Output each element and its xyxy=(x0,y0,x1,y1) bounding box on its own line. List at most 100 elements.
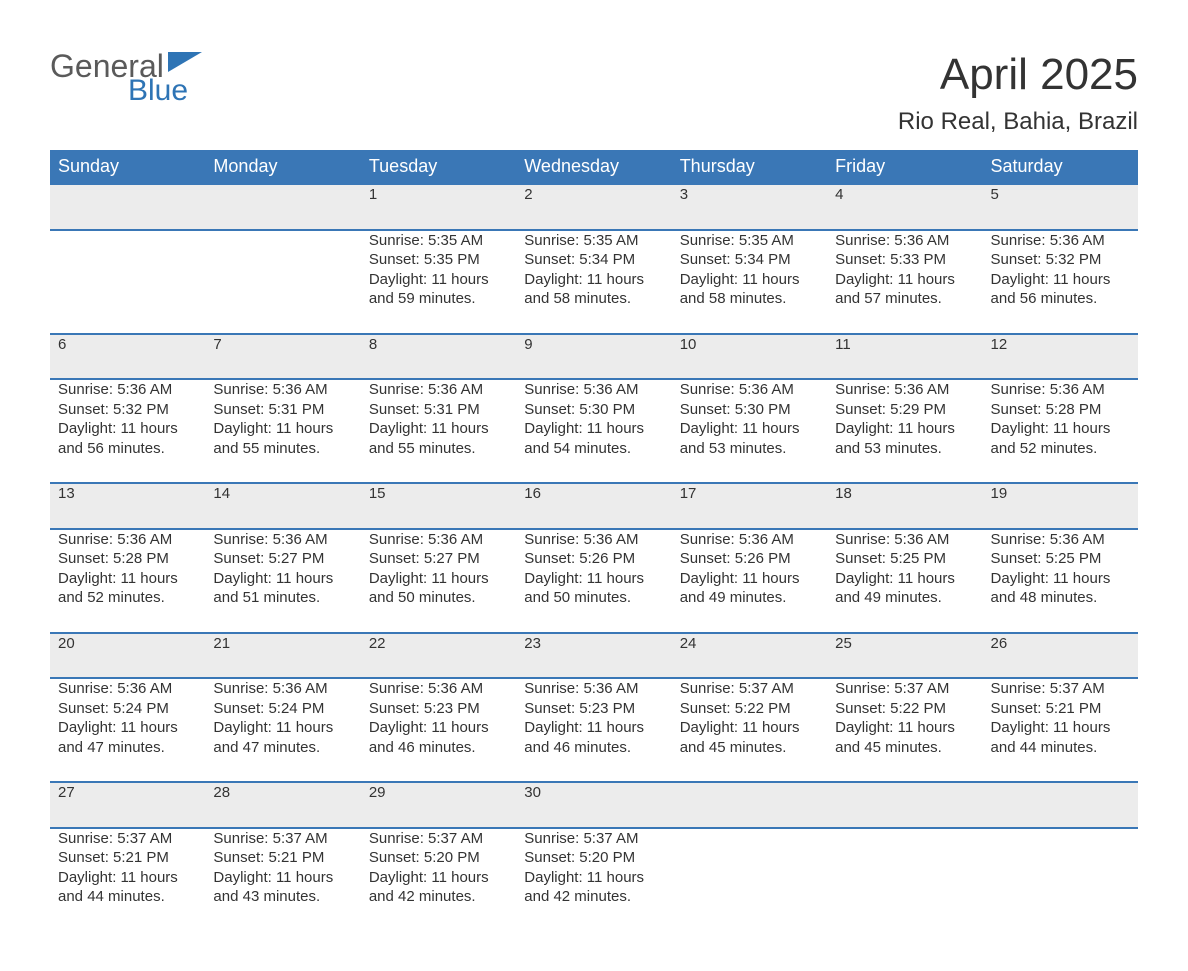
day-line-d1: Daylight: 11 hours xyxy=(680,419,819,439)
day-line-sr: Sunrise: 5:36 AM xyxy=(991,530,1130,550)
day-details-cell xyxy=(50,230,205,334)
day-number-cell: 20 xyxy=(50,633,205,679)
day-line-d2: and 55 minutes. xyxy=(213,439,352,459)
day-line-d1: Daylight: 11 hours xyxy=(369,270,508,290)
day-number-cell: 3 xyxy=(672,184,827,230)
day-line-d2: and 54 minutes. xyxy=(524,439,663,459)
day-line-sr: Sunrise: 5:36 AM xyxy=(213,380,352,400)
day-details-cell: Sunrise: 5:36 AMSunset: 5:32 PMDaylight:… xyxy=(983,230,1138,334)
page-title: April 2025 xyxy=(898,50,1138,100)
day-details-cell: Sunrise: 5:36 AMSunset: 5:27 PMDaylight:… xyxy=(361,529,516,633)
day-line-d1: Daylight: 11 hours xyxy=(991,718,1130,738)
day-line-ss: Sunset: 5:20 PM xyxy=(524,848,663,868)
day-details-cell: Sunrise: 5:36 AMSunset: 5:28 PMDaylight:… xyxy=(983,379,1138,483)
day-line-d2: and 52 minutes. xyxy=(58,588,197,608)
day-line-d2: and 45 minutes. xyxy=(680,738,819,758)
day-number-cell: 16 xyxy=(516,483,671,529)
week-number-row: 27282930 xyxy=(50,782,1138,828)
day-number-cell: 5 xyxy=(983,184,1138,230)
day-line-sr: Sunrise: 5:36 AM xyxy=(369,679,508,699)
day-number-cell: 4 xyxy=(827,184,982,230)
day-number-cell: 22 xyxy=(361,633,516,679)
calendar-head: SundayMondayTuesdayWednesdayThursdayFrid… xyxy=(50,150,1138,184)
day-line-sr: Sunrise: 5:36 AM xyxy=(835,530,974,550)
day-number-cell xyxy=(50,184,205,230)
day-line-d1: Daylight: 11 hours xyxy=(58,868,197,888)
day-number-cell: 15 xyxy=(361,483,516,529)
day-line-ss: Sunset: 5:31 PM xyxy=(369,400,508,420)
day-details-cell: Sunrise: 5:36 AMSunset: 5:24 PMDaylight:… xyxy=(50,678,205,782)
day-line-d2: and 56 minutes. xyxy=(991,289,1130,309)
day-line-ss: Sunset: 5:23 PM xyxy=(369,699,508,719)
day-details-cell: Sunrise: 5:37 AMSunset: 5:21 PMDaylight:… xyxy=(205,828,360,931)
day-line-ss: Sunset: 5:24 PM xyxy=(213,699,352,719)
day-details-cell: Sunrise: 5:36 AMSunset: 5:30 PMDaylight:… xyxy=(672,379,827,483)
day-details-cell: Sunrise: 5:36 AMSunset: 5:30 PMDaylight:… xyxy=(516,379,671,483)
day-line-d2: and 55 minutes. xyxy=(369,439,508,459)
day-line-ss: Sunset: 5:35 PM xyxy=(369,250,508,270)
day-line-sr: Sunrise: 5:36 AM xyxy=(58,530,197,550)
day-number-cell: 2 xyxy=(516,184,671,230)
day-line-sr: Sunrise: 5:36 AM xyxy=(835,231,974,251)
day-details-cell: Sunrise: 5:36 AMSunset: 5:23 PMDaylight:… xyxy=(516,678,671,782)
day-number-cell: 7 xyxy=(205,334,360,380)
day-details-cell: Sunrise: 5:36 AMSunset: 5:25 PMDaylight:… xyxy=(983,529,1138,633)
day-line-sr: Sunrise: 5:36 AM xyxy=(524,530,663,550)
day-line-d1: Daylight: 11 hours xyxy=(58,569,197,589)
day-line-ss: Sunset: 5:31 PM xyxy=(213,400,352,420)
day-line-d2: and 47 minutes. xyxy=(213,738,352,758)
day-line-d2: and 49 minutes. xyxy=(680,588,819,608)
day-details-cell: Sunrise: 5:37 AMSunset: 5:22 PMDaylight:… xyxy=(827,678,982,782)
day-line-sr: Sunrise: 5:36 AM xyxy=(369,530,508,550)
day-details-cell xyxy=(205,230,360,334)
day-details-cell: Sunrise: 5:37 AMSunset: 5:20 PMDaylight:… xyxy=(361,828,516,931)
day-line-d2: and 59 minutes. xyxy=(369,289,508,309)
day-number-cell: 24 xyxy=(672,633,827,679)
day-line-sr: Sunrise: 5:37 AM xyxy=(835,679,974,699)
week-details-row: Sunrise: 5:36 AM Sunset: 5:32 PM Daylight:… xyxy=(50,379,1138,483)
day-line-sr: Sunrise: 5:36 AM xyxy=(680,530,819,550)
day-header: Tuesday xyxy=(361,150,516,184)
day-line-d2: and 42 minutes. xyxy=(369,887,508,907)
day-line-d1: Daylight: 11 hours xyxy=(680,718,819,738)
day-details-cell: Sunrise: 5:36 AMSunset: 5:26 PMDaylight:… xyxy=(672,529,827,633)
day-details-cell: Sunrise: 5:36 AMSunset: 5:28 PMDaylight:… xyxy=(50,529,205,633)
day-line-d1: Daylight: 11 hours xyxy=(524,569,663,589)
day-line-d2: and 50 minutes. xyxy=(524,588,663,608)
day-line-ss: Sunset: 5:30 PM xyxy=(524,400,663,420)
day-number-cell: 28 xyxy=(205,782,360,828)
day-line-ss: Sunset: 5:22 PM xyxy=(680,699,819,719)
day-line-d1: Daylight: 11 hours xyxy=(524,419,663,439)
day-line-ss: Sunset: 5:27 PM xyxy=(369,549,508,569)
day-number-cell xyxy=(672,782,827,828)
day-line-sr: Sunrise: 5:37 AM xyxy=(680,679,819,699)
day-details-cell: Sunrise: 5:36 AMSunset: 5:29 PMDaylight:… xyxy=(827,379,982,483)
day-number-cell: 23 xyxy=(516,633,671,679)
week-details-row: Sunrise: 5:36 AMSunset: 5:28 PMDaylight:… xyxy=(50,529,1138,633)
day-line-ss: Sunset: 5:32 PM xyxy=(58,400,197,420)
week-details-row: Sunrise: 5:36 AM Sunset: 5:24 PM Daylight:… xyxy=(50,678,1138,782)
day-line-sr: Sunrise: 5:35 AM xyxy=(680,231,819,251)
day-line-ss: Sunset: 5:34 PM xyxy=(680,250,819,270)
day-line-sr: Sunrise: 5:36 AM xyxy=(991,231,1130,251)
day-number-cell: 14 xyxy=(205,483,360,529)
day-number-cell: 18 xyxy=(827,483,982,529)
day-line-sr: Sunrise: 5:36 AM xyxy=(680,380,819,400)
day-line-d2: and 44 minutes. xyxy=(58,887,197,907)
day-line-d1: Daylight: 11 hours xyxy=(369,718,508,738)
day-details-cell: Sunrise: 5:35 AMSunset: 5:35 PMDaylight:… xyxy=(361,230,516,334)
day-line-d1: Daylight: 11 hours xyxy=(524,868,663,888)
day-details-cell: Sunrise: 5:36 AMSunset: 5:26 PMDaylight:… xyxy=(516,529,671,633)
location-text: Rio Real, Bahia, Brazil xyxy=(898,108,1138,136)
day-details-cell: Sunrise: 5:36 AMSunset: 5:31 PMDaylight:… xyxy=(361,379,516,483)
day-line-ss: Sunset: 5:22 PM xyxy=(835,699,974,719)
day-number-cell xyxy=(983,782,1138,828)
day-number-cell: 25 xyxy=(827,633,982,679)
day-line-d1: Daylight: 11 hours xyxy=(835,270,974,290)
day-details-cell: Sunrise: 5:36 AMSunset: 5:32 PMDaylight:… xyxy=(50,379,205,483)
day-line-ss: Sunset: 5:24 PM xyxy=(58,699,197,719)
day-line-d2: and 47 minutes. xyxy=(58,738,197,758)
day-line-ss: Sunset: 5:20 PM xyxy=(369,848,508,868)
calendar-table: SundayMondayTuesdayWednesdayThursdayFrid… xyxy=(50,150,1138,931)
day-line-sr: Sunrise: 5:35 AM xyxy=(524,231,663,251)
